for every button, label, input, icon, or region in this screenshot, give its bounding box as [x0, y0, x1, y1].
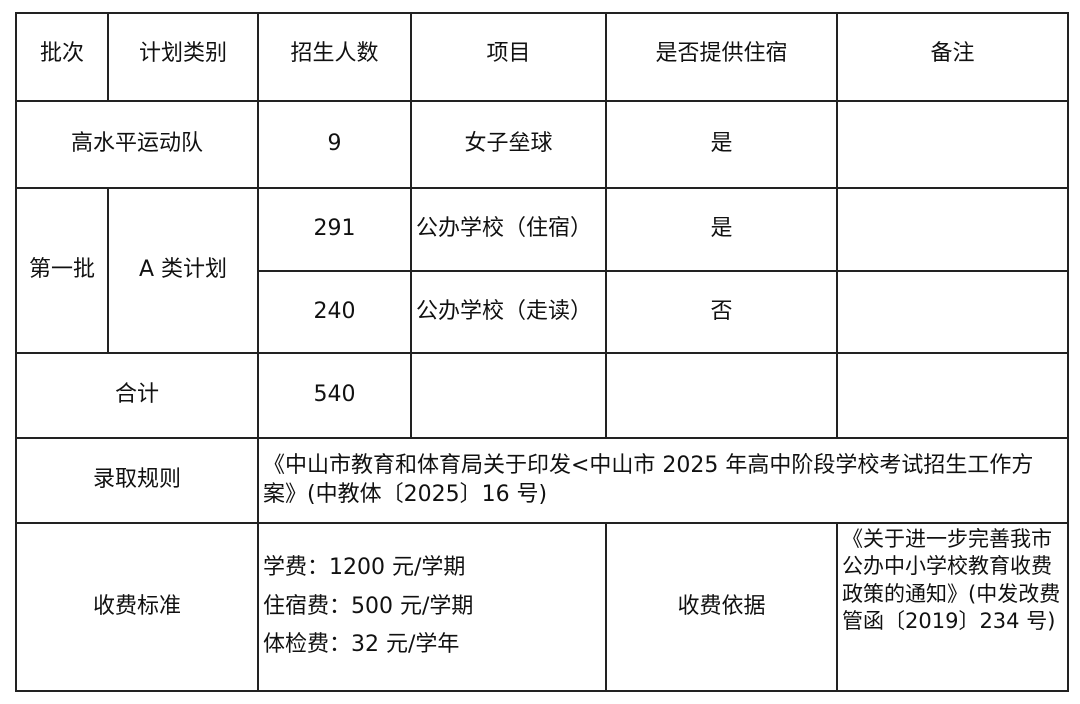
- lodging-cell: 是: [605, 187, 838, 272]
- empty-cell: [605, 352, 838, 439]
- fee-item: 学费：1200 元/学期: [263, 555, 466, 581]
- note-cell: [836, 187, 1069, 272]
- project-cell: 公办学校（走读）: [410, 270, 607, 354]
- admission-row: 录取规则 《中山市教育和体育局关于印发<中山市 2025 年高中阶段学校考试招生…: [15, 437, 1069, 524]
- total-label: 合计: [15, 352, 259, 439]
- fees-basis-label: 收费依据: [605, 522, 838, 692]
- total-row: 合计 540: [15, 352, 1069, 439]
- lodging-cell: 否: [605, 270, 838, 354]
- header-lodging: 是否提供住宿: [605, 12, 838, 102]
- note-cell: [836, 100, 1069, 189]
- category-cell: A 类计划: [107, 187, 259, 354]
- fee-item: 体检费：32 元/学年: [263, 632, 460, 658]
- header-row: 批次 计划类别 招生人数 项目 是否提供住宿 备注: [15, 12, 1069, 102]
- header-enrollment-count: 招生人数: [257, 12, 412, 102]
- table-row: 240 公办学校（走读） 否: [16, 270, 1069, 354]
- count-cell: 9: [257, 100, 412, 189]
- count-cell: 291: [257, 187, 412, 272]
- header-plan-category: 计划类别: [107, 12, 259, 102]
- batch-cell: 第一批: [15, 187, 109, 354]
- fees-label: 收费标准: [15, 522, 259, 692]
- note-cell: [836, 270, 1069, 354]
- fees-row: 收费标准 学费：1200 元/学期 住宿费：500 元/学期 体检费：32 元/…: [15, 522, 1069, 692]
- lodging-cell: 是: [605, 100, 838, 189]
- fees-list: 学费：1200 元/学期 住宿费：500 元/学期 体检费：32 元/学年: [257, 522, 607, 692]
- empty-cell: [836, 352, 1069, 439]
- table-row: 高水平运动队 9 女子垒球 是: [15, 100, 1069, 189]
- header-project: 项目: [410, 12, 607, 102]
- header-batch: 批次: [15, 12, 109, 102]
- project-cell: 公办学校（住宿）: [410, 187, 607, 272]
- category-cell: 高水平运动队: [15, 100, 259, 189]
- project-cell: 女子垒球: [410, 100, 607, 189]
- enrollment-table: 批次 计划类别 招生人数 项目 是否提供住宿 备注 高水平运动队 9 女子垒球 …: [15, 12, 1069, 692]
- fees-basis-text: 《关于进一步完善我市公办中小学校教育收费政策的通知》(中发改费管函〔2019〕2…: [836, 522, 1069, 692]
- admission-label: 录取规则: [15, 437, 259, 524]
- header-note: 备注: [836, 12, 1069, 102]
- fee-item: 住宿费：500 元/学期: [263, 593, 474, 619]
- admission-text: 《中山市教育和体育局关于印发<中山市 2025 年高中阶段学校考试招生工作方案》…: [257, 437, 1069, 524]
- count-cell: 240: [257, 270, 412, 354]
- total-count: 540: [257, 352, 412, 439]
- empty-cell: [410, 352, 607, 439]
- table-row: 第一批 A 类计划 291 公办学校（住宿） 是: [15, 187, 1069, 354]
